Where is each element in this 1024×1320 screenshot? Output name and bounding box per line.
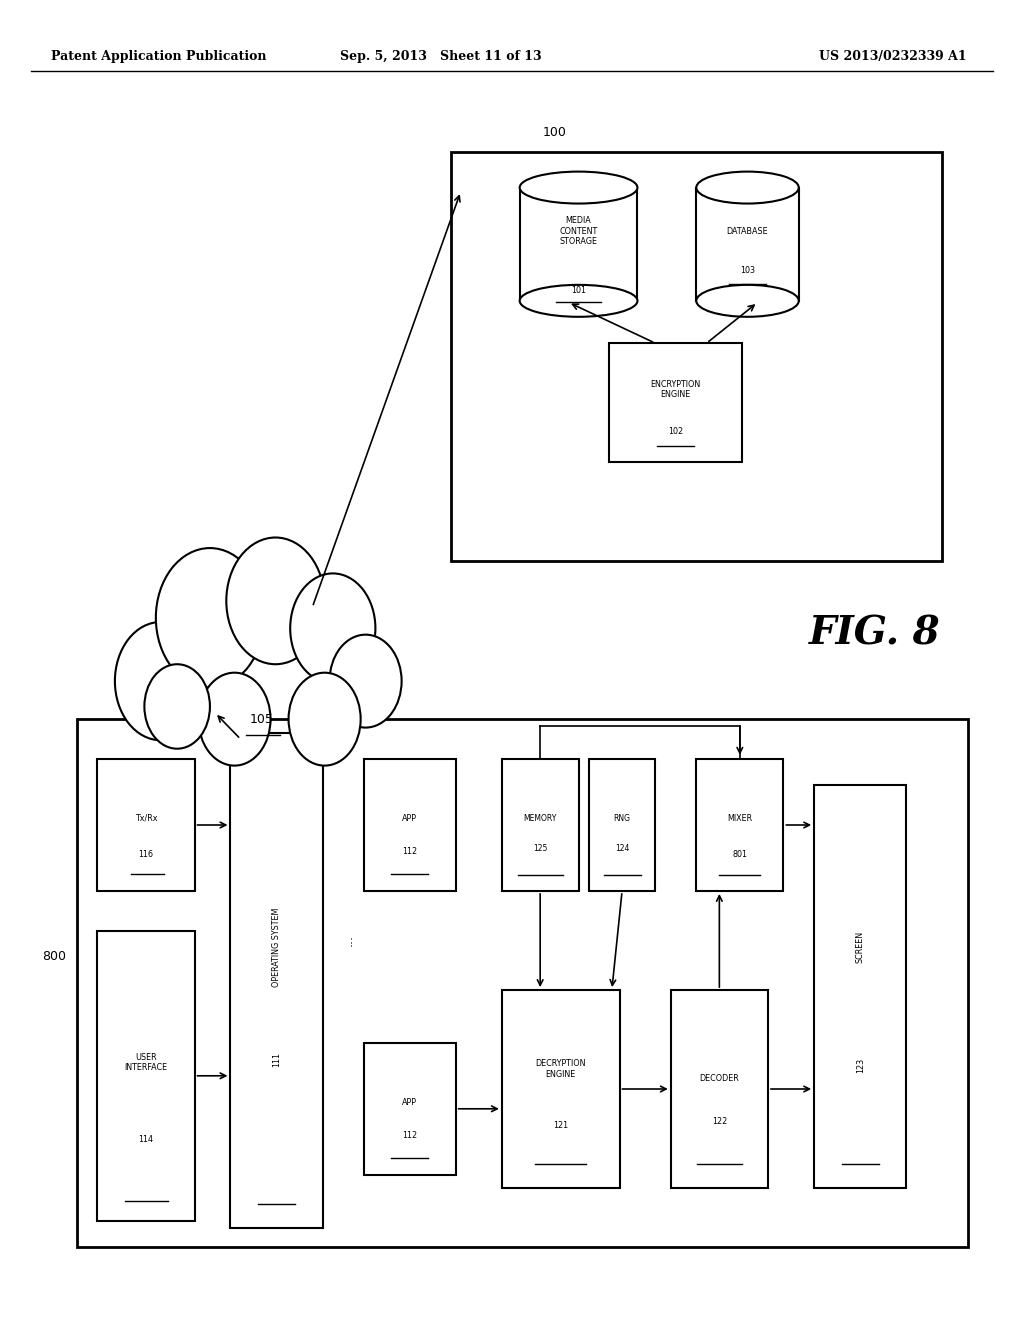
- Ellipse shape: [519, 172, 637, 203]
- Circle shape: [290, 573, 376, 684]
- Text: DECODER: DECODER: [699, 1074, 739, 1082]
- Text: 125: 125: [532, 845, 548, 853]
- Text: ENCRYPTION
ENGINE: ENCRYPTION ENGINE: [650, 380, 701, 399]
- Text: 123: 123: [856, 1059, 864, 1073]
- Text: APP: APP: [402, 814, 417, 822]
- Bar: [364, 759, 456, 891]
- Bar: [230, 733, 323, 1228]
- Circle shape: [226, 537, 325, 664]
- Text: ...: ...: [342, 935, 354, 946]
- Bar: [609, 343, 742, 462]
- Text: DATABASE: DATABASE: [727, 227, 768, 235]
- Circle shape: [330, 635, 401, 727]
- Bar: [519, 187, 637, 301]
- Text: Tx/Rx: Tx/Rx: [135, 814, 157, 822]
- Text: USER
INTERFACE: USER INTERFACE: [124, 1053, 168, 1072]
- Circle shape: [199, 673, 270, 766]
- Text: RNG: RNG: [613, 814, 631, 822]
- Circle shape: [289, 673, 360, 766]
- Text: 122: 122: [712, 1118, 727, 1126]
- Text: MEDIA
CONTENT
STORAGE: MEDIA CONTENT STORAGE: [559, 216, 598, 246]
- Text: 112: 112: [402, 1131, 417, 1139]
- Text: 105: 105: [249, 713, 273, 726]
- Text: 112: 112: [402, 847, 417, 855]
- Text: US 2013/0232339 A1: US 2013/0232339 A1: [819, 50, 967, 63]
- Bar: [589, 759, 655, 891]
- Bar: [671, 990, 768, 1188]
- Text: 111: 111: [272, 1052, 281, 1067]
- Bar: [696, 187, 799, 301]
- Text: MIXER: MIXER: [727, 814, 753, 822]
- Text: Sep. 5, 2013   Sheet 11 of 13: Sep. 5, 2013 Sheet 11 of 13: [340, 50, 541, 63]
- Bar: [502, 990, 620, 1188]
- Text: 800: 800: [43, 950, 67, 964]
- Bar: [502, 759, 579, 891]
- Circle shape: [156, 548, 264, 688]
- Text: MEMORY: MEMORY: [523, 814, 557, 822]
- Text: 121: 121: [553, 1122, 568, 1130]
- Bar: [696, 759, 783, 891]
- Text: 124: 124: [614, 845, 630, 853]
- Bar: [97, 759, 195, 891]
- Text: 116: 116: [138, 850, 154, 858]
- Text: APP: APP: [402, 1098, 417, 1106]
- Text: 100: 100: [543, 125, 566, 139]
- Text: SCREEN: SCREEN: [856, 931, 864, 964]
- Bar: [97, 931, 195, 1221]
- Bar: [814, 785, 906, 1188]
- Text: 101: 101: [571, 286, 586, 294]
- Ellipse shape: [519, 285, 637, 317]
- Text: 102: 102: [669, 428, 683, 436]
- Bar: [364, 1043, 456, 1175]
- Text: DECRYPTION
ENGINE: DECRYPTION ENGINE: [536, 1060, 586, 1078]
- Text: OPERATING SYSTEM: OPERATING SYSTEM: [272, 907, 281, 987]
- Ellipse shape: [696, 285, 799, 317]
- Text: 114: 114: [138, 1135, 154, 1143]
- Text: 103: 103: [740, 267, 755, 275]
- Bar: [451, 152, 942, 561]
- Ellipse shape: [696, 172, 799, 203]
- Circle shape: [144, 664, 210, 748]
- Bar: [77, 719, 968, 1247]
- Text: FIG. 8: FIG. 8: [809, 615, 941, 652]
- Circle shape: [115, 622, 207, 741]
- Text: Patent Application Publication: Patent Application Publication: [51, 50, 266, 63]
- Text: 801: 801: [732, 850, 748, 858]
